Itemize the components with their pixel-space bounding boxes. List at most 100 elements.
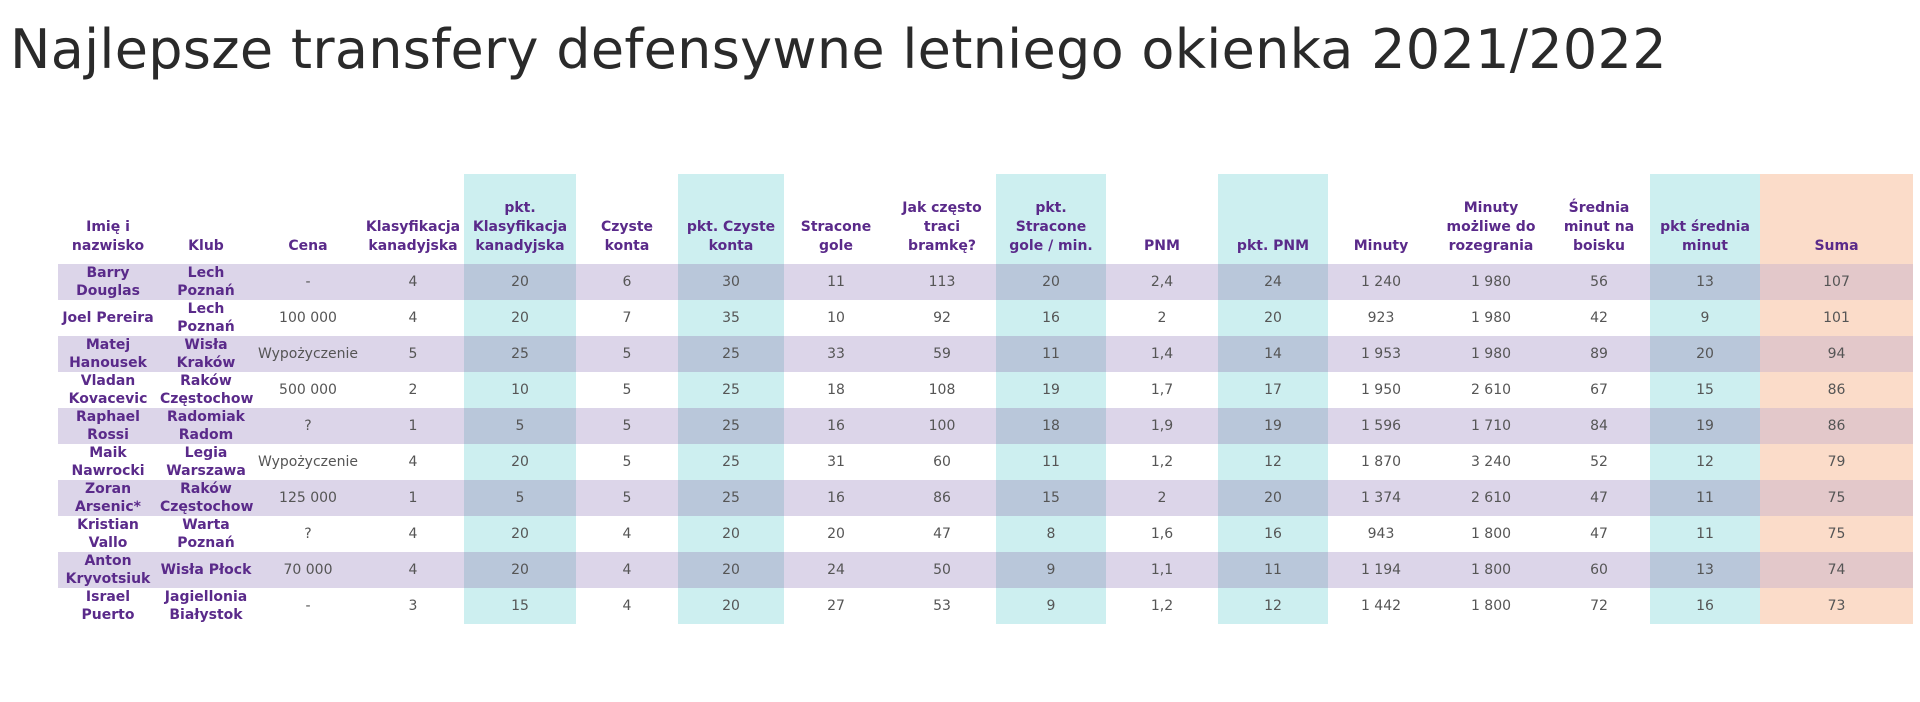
cell-goals-conceded: 20 [827, 526, 845, 542]
cell-minutes-per-goal: 92 [933, 310, 951, 326]
cell-club: Jagiellonia Białystok [164, 589, 248, 623]
cell-minutes-possible: 1 980 [1434, 336, 1548, 372]
cell-club: Lech Poznań [158, 264, 254, 300]
cell-points-pnm: 20 [1218, 480, 1328, 516]
cell-points-pnm: 17 [1218, 372, 1328, 408]
cell-player-name: Anton Kryvotsiuk [58, 552, 158, 588]
cell-minutes-possible: 1 710 [1434, 408, 1548, 444]
cell-points-goals-per-min: 11 [996, 444, 1106, 480]
cell-player-name: Vladan Kovacevic [68, 373, 148, 407]
cell-points-clean-sheets: 20 [678, 588, 784, 624]
cell-club: Radomiak Radom [158, 408, 254, 444]
cell-minutes: 1 950 [1360, 382, 1402, 398]
cell-points-pnm: 14 [1218, 336, 1328, 372]
transfers-table: Imię i nazwisko Klub Cena Klasyfikacja k… [58, 174, 1913, 624]
cell-sum: 86 [1760, 408, 1913, 444]
table-row: Joel Pereira Lech Poznań 100 000 4 20 7 35 10 92… [58, 300, 1913, 336]
cell-points-clean-sheets: 30 [678, 264, 784, 300]
cell-club: Raków Częstochowa [158, 480, 254, 516]
cell-canadian-classification: 5 [362, 336, 464, 372]
table-row: Raphael Rossi Radomiak Radom? 1 5 5 25 16 100 18… [58, 408, 1913, 444]
cell-minutes: 1 194 [1328, 552, 1434, 588]
cell-canadian-classification: 4 [408, 526, 418, 542]
cell-pnm: 1,7 [1150, 382, 1174, 398]
column-header: pkt. Klasyfikacja kanadyjska [464, 174, 576, 264]
cell-minutes-possible: 1 800 [1434, 552, 1548, 588]
cell-points-goals-per-min: 8 [996, 516, 1106, 552]
cell-clean-sheets: 5 [576, 336, 678, 372]
cell-points-canadian: 20 [464, 444, 576, 480]
cell-player-name: Israel Puerto [81, 589, 135, 623]
cell-points-goals-per-min: 9 [996, 588, 1106, 624]
cell-avg-minutes: 52 [1590, 454, 1608, 470]
cell-avg-minutes: 47 [1548, 480, 1650, 516]
cell-canadian-classification: 4 [362, 552, 464, 588]
cell-minutes-per-goal: 53 [933, 598, 951, 614]
cell-pnm: 1,4 [1106, 336, 1218, 372]
cell-player-name: Zoran Arsenic* [58, 480, 158, 516]
cell-pnm: 2,4 [1106, 264, 1218, 300]
cell-price: - [254, 264, 362, 300]
cell-minutes-per-goal: 100 [888, 408, 996, 444]
cell-avg-minutes: 72 [1590, 598, 1608, 614]
cell-pnm: 1,6 [1150, 526, 1174, 542]
column-header: Imię i nazwisko [71, 219, 145, 254]
cell-points-canadian: 10 [464, 372, 576, 408]
cell-sum: 75 [1760, 516, 1913, 552]
cell-minutes: 1 240 [1328, 264, 1434, 300]
column-header: Cena [288, 238, 328, 254]
cell-price: 70 000 [254, 552, 362, 588]
cell-points-pnm: 12 [1218, 444, 1328, 480]
cell-points-pnm: 20 [1218, 300, 1328, 336]
cell-minutes: 943 [1367, 526, 1395, 542]
cell-minutes-per-goal: 47 [933, 526, 951, 542]
table-row: Vladan Kovacevic Raków Częstochowa 500 000… [58, 372, 1913, 408]
cell-pnm: 1,2 [1150, 598, 1174, 614]
cell-canadian-classification: 1 [362, 408, 464, 444]
cell-player-name: Maik Nawrocki [71, 445, 145, 479]
cell-points-pnm: 24 [1218, 264, 1328, 300]
cell-pnm: 1,1 [1106, 552, 1218, 588]
cell-points-clean-sheets: 25 [678, 372, 784, 408]
cell-points-avg-minutes: 12 [1650, 444, 1760, 480]
cell-points-clean-sheets: 25 [678, 336, 784, 372]
cell-sum: 73 [1760, 588, 1913, 624]
cell-avg-minutes: 42 [1590, 310, 1608, 326]
cell-points-pnm: 19 [1218, 408, 1328, 444]
cell-clean-sheets: 5 [622, 382, 632, 398]
cell-minutes-per-goal: 108 [928, 382, 956, 398]
cell-goals-conceded: 33 [784, 336, 888, 372]
table-row: Kristian Vallo Warta Poznań? 4 20 4 20 20 47 8 1,… [58, 516, 1913, 552]
cell-sum: 94 [1760, 336, 1913, 372]
cell-price: - [305, 598, 311, 614]
cell-clean-sheets: 5 [576, 480, 678, 516]
cell-pnm: 1,2 [1150, 454, 1174, 470]
cell-canadian-classification: 2 [408, 382, 418, 398]
cell-minutes-possible: 1 980 [1434, 264, 1548, 300]
cell-minutes-possible: 1 800 [1470, 598, 1512, 614]
cell-goals-conceded: 18 [827, 382, 845, 398]
cell-club: Warta Poznań [177, 517, 235, 551]
cell-canadian-classification: 3 [408, 598, 418, 614]
cell-points-canadian: 20 [464, 552, 576, 588]
cell-club: Lech Poznań [177, 301, 235, 335]
cell-minutes: 1 596 [1328, 408, 1434, 444]
cell-club: Wisła Płock [158, 552, 254, 588]
cell-sum: 101 [1760, 300, 1913, 336]
column-header: PNM [1144, 238, 1180, 254]
cell-price: 500 000 [279, 382, 337, 398]
cell-avg-minutes: 56 [1548, 264, 1650, 300]
cell-points-pnm: 12 [1218, 588, 1328, 624]
cell-points-pnm: 16 [1218, 516, 1328, 552]
cell-minutes-per-goal: 86 [888, 480, 996, 516]
cell-minutes-possible: 1 980 [1470, 310, 1512, 326]
cell-clean-sheets: 5 [576, 408, 678, 444]
cell-minutes-per-goal: 59 [888, 336, 996, 372]
cell-minutes-possible: 2 610 [1434, 480, 1548, 516]
cell-sum: 79 [1760, 444, 1913, 480]
cell-price: 125 000 [254, 480, 362, 516]
cell-minutes: 1 953 [1328, 336, 1434, 372]
cell-points-canadian: 20 [464, 300, 576, 336]
cell-minutes-per-goal: 113 [888, 264, 996, 300]
column-header: Stracone gole [800, 219, 872, 254]
